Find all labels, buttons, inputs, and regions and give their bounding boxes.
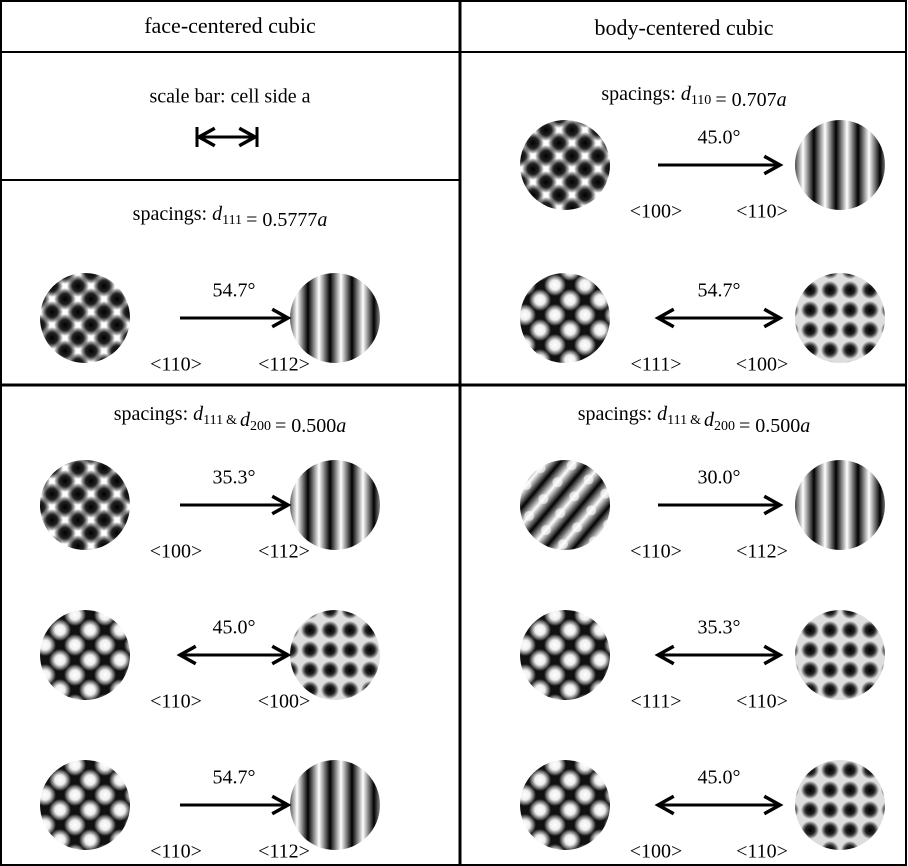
figure: face-centered cubic body-centered cubic …	[0, 0, 908, 866]
direction-label: <111>	[630, 691, 681, 713]
direction-label: <112>	[736, 541, 788, 563]
spacing-value: = 0.500	[739, 415, 800, 437]
joiner: &	[690, 413, 701, 428]
diffraction-pattern	[795, 120, 885, 210]
diffraction-pattern	[795, 610, 885, 700]
orientation-pair: 35.3° <111> <110>	[520, 610, 885, 713]
angle-label: 54.7°	[213, 280, 256, 302]
diffraction-pattern	[520, 760, 610, 850]
direction-label: <100>	[736, 354, 789, 376]
diffraction-pattern	[290, 460, 380, 550]
orientation-pair: 54.7° <110> <112>	[40, 760, 380, 863]
subscript: 111	[203, 413, 223, 428]
spacing-value: = 0.707	[715, 89, 776, 111]
unit: a	[777, 89, 787, 111]
orientation-pair: 45.0° <100> <110>	[520, 120, 885, 223]
orientation-pair: 54.7° <111> <100>	[520, 273, 885, 376]
spacing-prefix: spacings:	[114, 403, 188, 425]
direction-label: <110>	[150, 691, 202, 713]
direction-label: <110>	[630, 541, 682, 563]
diffraction-pattern	[795, 760, 885, 850]
spacing-label: spacings:d110= 0.707a	[601, 83, 786, 111]
spacing-prefix: spacings:	[578, 403, 652, 425]
direction-label: <110>	[150, 354, 202, 376]
diffraction-pattern	[40, 760, 130, 850]
direction-label: <110>	[736, 691, 788, 713]
column-header: face-centered cubic	[144, 13, 316, 38]
direction-label: <112>	[258, 541, 310, 563]
angle-label: 45.0°	[698, 767, 741, 789]
subscript: 111	[667, 413, 687, 428]
direction-label: <110>	[736, 201, 788, 223]
angle-label: 30.0°	[698, 467, 741, 489]
direction-label: <100>	[258, 691, 311, 713]
diffraction-pattern	[290, 610, 380, 700]
direction-label: <110>	[736, 841, 788, 863]
unit: a	[317, 209, 327, 231]
diffraction-pattern	[520, 120, 610, 210]
diffraction-pattern	[520, 610, 610, 700]
unit: a	[336, 415, 346, 437]
spacing-label: spacings:d111&d200= 0.500a	[114, 403, 347, 437]
direction-label: <112>	[258, 841, 310, 863]
diffraction-pattern	[795, 273, 885, 363]
scale-bar	[197, 127, 257, 147]
direction-label: <100>	[150, 541, 203, 563]
diffraction-pattern	[520, 460, 610, 550]
orientation-pair: 45.0° <110> <100>	[40, 610, 380, 713]
diffraction-pattern	[520, 273, 610, 363]
subscript: 200	[250, 419, 271, 434]
spacing-prefix: spacings:	[601, 83, 675, 105]
unit: a	[800, 415, 810, 437]
angle-label: 45.0°	[213, 617, 256, 639]
spacing-value: = 0.5777	[246, 209, 317, 231]
subscript: 111	[222, 213, 242, 228]
angle-label: 54.7°	[213, 767, 256, 789]
angle-label: 35.3°	[698, 617, 741, 639]
diffraction-pattern	[40, 273, 130, 363]
direction-label: <111>	[630, 354, 681, 376]
diffraction-pattern	[290, 273, 380, 363]
angle-label: 35.3°	[213, 467, 256, 489]
diffraction-pattern	[40, 460, 130, 550]
angle-label: 54.7°	[698, 280, 741, 302]
orientation-pair: 35.3° <100> <112>	[40, 460, 380, 563]
column-header: body-centered cubic	[595, 15, 774, 40]
diffraction-pattern	[795, 460, 885, 550]
spacing-label: spacings:d111= 0.5777a	[133, 203, 328, 231]
spacing-value: = 0.500	[275, 415, 336, 437]
direction-label: <100>	[630, 201, 683, 223]
spacing-prefix: spacings:	[133, 203, 207, 225]
diffraction-pattern	[290, 760, 380, 850]
direction-label: <110>	[150, 841, 202, 863]
direction-label: <100>	[630, 841, 683, 863]
angle-label: 45.0°	[698, 127, 741, 149]
subscript: 200	[714, 419, 735, 434]
orientation-pair: 45.0° <100> <110>	[520, 760, 885, 863]
spacing-label: spacings:d111&d200= 0.500a	[578, 403, 811, 437]
orientation-pair: 30.0° <110> <112>	[520, 460, 885, 563]
joiner: &	[226, 413, 237, 428]
diffraction-pattern	[40, 610, 130, 700]
scale-bar-label: scale bar: cell side a	[149, 86, 310, 108]
direction-label: <112>	[258, 354, 310, 376]
subscript: 110	[691, 93, 711, 108]
orientation-pair: 54.7° <110> <112>	[40, 273, 380, 376]
